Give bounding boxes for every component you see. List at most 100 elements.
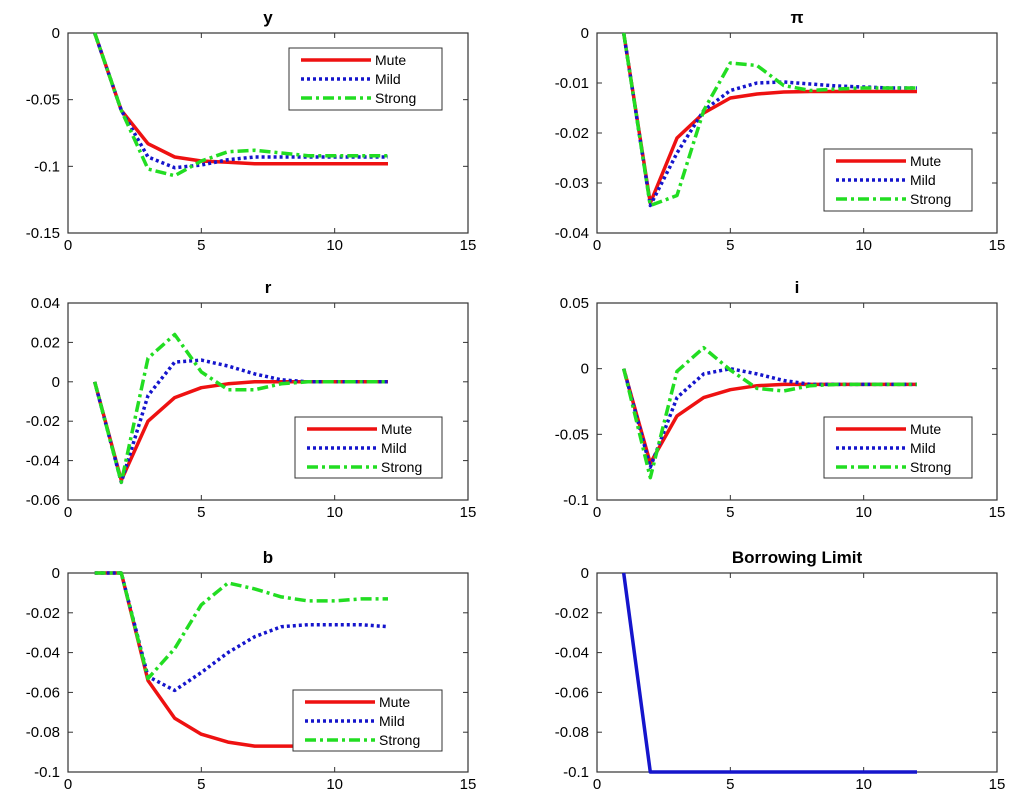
series-line-mute	[621, 32, 917, 205]
series-line-strong	[621, 345, 917, 480]
y-tick-label: 0	[52, 565, 60, 582]
chart-panel-4: i 0 5 10 15 0.05 0 -0.05 -0.1 Mute Mild Strong	[555, 278, 1006, 521]
plot-area	[596, 572, 998, 773]
legend-label: Mute	[379, 694, 410, 710]
y-tick-label: -0.08	[26, 724, 60, 741]
y-tick-label: -0.1	[34, 158, 60, 175]
y-tick-label: -0.1	[563, 764, 589, 781]
x-tick-label: 0	[593, 237, 601, 254]
x-tick-label: 5	[197, 237, 205, 254]
series-line-mute	[93, 32, 388, 166]
chart-panel-2: π 0 5 10 15 0 -0.01 -0.02 -0.03 -0.04 Mute Mild Stro…	[555, 8, 1006, 254]
x-tick-label: 0	[593, 504, 601, 521]
x-tick-label: 10	[855, 237, 872, 254]
y-tick-label: -0.02	[26, 605, 60, 622]
x-tick-label: 10	[855, 504, 872, 521]
x-tick-label: 15	[460, 776, 477, 793]
x-tick-label: 5	[197, 776, 205, 793]
x-tick-label: 15	[989, 776, 1006, 793]
series-line-mild	[622, 366, 917, 469]
y-tick-label: 0	[52, 25, 60, 42]
y-tick-label: -0.04	[555, 645, 589, 662]
legend-label: Strong	[379, 732, 420, 748]
x-tick-label: 10	[326, 504, 343, 521]
y-tick-label: -0.06	[26, 684, 60, 701]
y-tick-label: -0.1	[563, 492, 589, 509]
y-tick-label: -0.05	[26, 92, 60, 109]
legend: Mute Mild Strong	[292, 689, 443, 752]
legend-box	[288, 47, 443, 111]
chart-panel-6: Borrowing Limit 0 5 10 15 0 -0.02 -0.04 -0.06 -0.…	[555, 548, 1006, 793]
y-tick-label: -0.04	[555, 225, 589, 242]
x-tick-label: 0	[64, 504, 72, 521]
x-tick-label: 5	[197, 504, 205, 521]
y-tick-label: -0.04	[26, 645, 60, 662]
y-tick-label: 0.05	[560, 295, 589, 312]
chart-panel-3: r 0 5 10 15 0.04 0.02 0 -0.02 -0.04 -0.06 Mute Mild S…	[26, 278, 477, 521]
y-tick-label: -0.02	[555, 605, 589, 622]
chart-panel-1: y 0 5 10 15 0 -0.05 -0.1 -0.15 Mute Mild Strong	[26, 8, 477, 254]
series-line-strong	[93, 32, 388, 178]
y-tick-label: -0.05	[555, 426, 589, 443]
legend: Mute Mild Strong	[288, 47, 443, 111]
x-tick-label: 15	[460, 504, 477, 521]
legend-label: Mute	[910, 421, 941, 437]
legend-label: Strong	[375, 90, 416, 106]
y-tick-label: -0.06	[555, 684, 589, 701]
x-tick-label: 15	[989, 504, 1006, 521]
y-tick-label: -0.02	[26, 413, 60, 430]
panel-title: r	[265, 278, 272, 297]
legend-label: Mild	[379, 713, 405, 729]
series-line-limit	[621, 572, 917, 774]
y-tick-label: -0.06	[26, 492, 60, 509]
y-tick-label: -0.03	[555, 175, 589, 192]
x-tick-label: 10	[326, 776, 343, 793]
x-tick-label: 0	[64, 237, 72, 254]
legend: Mute Mild Strong	[823, 148, 973, 212]
y-tick-label: -0.04	[26, 453, 60, 470]
legend-label: Mild	[375, 71, 401, 87]
x-tick-label: 15	[989, 237, 1006, 254]
x-tick-label: 0	[64, 776, 72, 793]
legend: Mute Mild Strong	[294, 416, 443, 479]
legend-label: Strong	[910, 459, 951, 475]
chart-panel-5: b 0 5 10 15 0 -0.02 -0.04 -0.06 -0.08 -0.1 Mute Mild…	[26, 548, 477, 793]
series-line-strong	[93, 332, 388, 485]
legend-label: Mute	[381, 421, 412, 437]
y-tick-label: 0	[52, 374, 60, 391]
x-tick-label: 10	[855, 776, 872, 793]
x-tick-label: 5	[726, 237, 734, 254]
legend-label: Strong	[910, 191, 951, 207]
panel-title: y	[263, 8, 273, 27]
panel-title: b	[263, 548, 273, 567]
y-tick-label: -0.02	[555, 125, 589, 142]
series-line-mild	[93, 32, 388, 170]
legend-label: Mild	[910, 440, 936, 456]
legend-label: Mute	[375, 52, 406, 68]
y-tick-label: -0.08	[555, 724, 589, 741]
legend: Mute Mild Strong	[823, 416, 973, 479]
series-line-mild	[621, 32, 917, 208]
y-tick-label: 0	[581, 361, 589, 378]
y-tick-label: 0.04	[31, 295, 60, 312]
legend-label: Mild	[910, 172, 936, 188]
x-tick-label: 10	[326, 237, 343, 254]
legend-label: Mild	[381, 440, 407, 456]
series-line-strong	[94, 571, 388, 681]
y-tick-label: 0	[581, 25, 589, 42]
legend-label: Strong	[381, 459, 422, 475]
panel-title: i	[795, 278, 800, 297]
series-line-strong	[621, 32, 917, 208]
x-tick-label: 15	[460, 237, 477, 254]
y-tick-label: -0.1	[34, 764, 60, 781]
legend-label: Mute	[910, 153, 941, 169]
y-tick-label: 0.02	[31, 334, 60, 351]
y-tick-label: 0	[581, 565, 589, 582]
x-tick-label: 5	[726, 776, 734, 793]
panel-title: π	[790, 8, 803, 27]
y-tick-label: -0.15	[26, 225, 60, 242]
y-tick-label: -0.01	[555, 75, 589, 92]
x-tick-label: 0	[593, 776, 601, 793]
panel-title: Borrowing Limit	[732, 548, 863, 567]
